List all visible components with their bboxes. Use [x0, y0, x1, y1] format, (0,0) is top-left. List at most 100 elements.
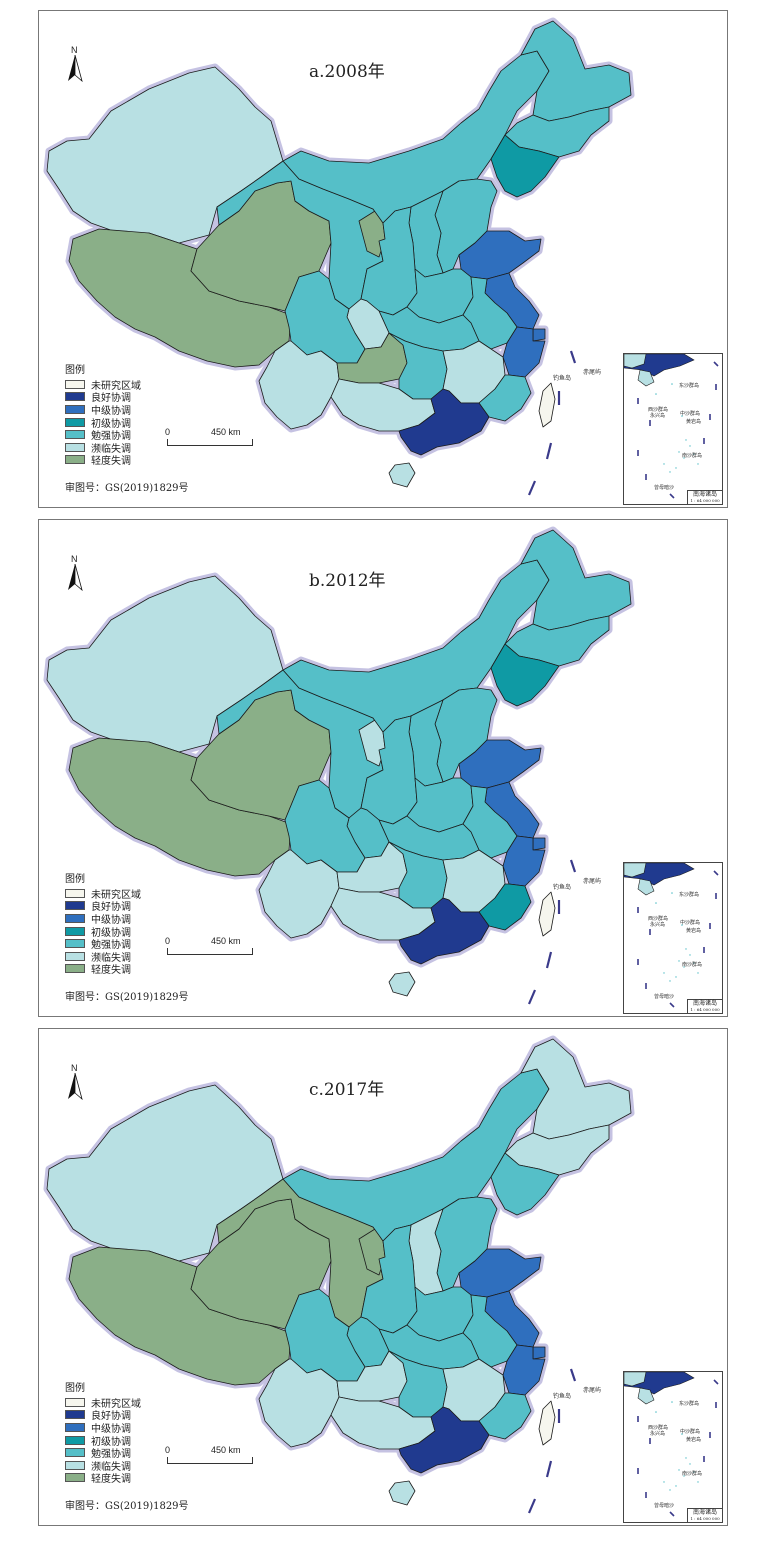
scale-length: 450 km [211, 936, 241, 946]
region-guangdong [398, 388, 490, 456]
legend-item-verge_imbalance: 濒临失调 [65, 1459, 141, 1473]
inset-nansha: 南沙群岛 [682, 962, 703, 968]
legend-label: 未研究区域 [91, 889, 141, 901]
legend-label: 初级协调 [91, 1436, 131, 1448]
legend-label: 轻度失调 [91, 965, 131, 977]
inset-dongsha: 东沙群岛 [679, 892, 700, 898]
approval-note: 审图号：GS(2019)1829号 [65, 992, 189, 1003]
legend-swatch [65, 1422, 85, 1432]
north-label: N [71, 554, 78, 564]
inset-title-box: 南海诸岛 1 : 64 000 000 [687, 999, 722, 1013]
region-taiwan [538, 382, 556, 428]
inset-title: 南海诸岛 [692, 1000, 717, 1007]
legend-item-barely: 勉强协调 [65, 1446, 141, 1460]
region-inner_mongolia [282, 50, 550, 224]
legend-label: 良好协调 [91, 393, 131, 405]
legend-swatch [65, 1397, 85, 1407]
inset-huangyan: 黄岩岛 [686, 928, 702, 934]
panel-title: a.2008年 [309, 62, 385, 82]
inset-xisha: 西沙群岛 [648, 916, 669, 922]
legend-label: 初级协调 [91, 418, 131, 430]
legend-item-good: 良好协调 [65, 1409, 141, 1422]
inset-huangyan: 黄岩岛 [686, 419, 702, 425]
legend-item-no_data: 未研究区域 [65, 378, 141, 392]
north-arrow: N [65, 554, 85, 594]
north-arrow: N [65, 45, 85, 85]
region-guangdong [398, 897, 490, 965]
region-hainan [388, 462, 416, 488]
inset-nansha: 南沙群岛 [682, 453, 703, 459]
inset-title-box: 南海诸岛 1 : 64 000 000 [687, 490, 722, 504]
north-label: N [71, 45, 78, 55]
inset-yongle: 永兴岛 [650, 1431, 666, 1437]
region-yunnan [258, 849, 340, 939]
chiwei-label: 赤尾屿 [583, 369, 602, 376]
inset-title-box: 南海诸岛 1 : 64 000 000 [687, 1508, 722, 1522]
region-yunnan [258, 1358, 340, 1448]
inset-zhongsha: 中沙群岛 [680, 411, 701, 417]
map-panel-1: a.2008年 N 图例 未研究区域 良好协调 中级协调 初级协调 勉强协调 濒临失调 轻度… [38, 10, 728, 508]
inset-title: 南海诸岛 [692, 1509, 717, 1516]
legend-label: 濒临失调 [91, 1461, 131, 1473]
inset-yongle: 永兴岛 [650, 922, 666, 928]
map-panel-2: b.2012年 N 图例 未研究区域 良好协调 中级协调 初级协调 勉强协调 濒临失调 轻度… [38, 519, 728, 1017]
region-yunnan [258, 340, 340, 430]
region-hainan [388, 971, 416, 997]
legend-item-primary: 初级协调 [65, 1434, 141, 1448]
north-arrow-icon [68, 55, 83, 83]
legend-item-good: 良好协调 [65, 900, 141, 913]
legend-swatch [65, 404, 85, 414]
legend: 图例 未研究区域 良好协调 中级协调 初级协调 勉强协调 濒临失调 轻度失调 [65, 361, 141, 467]
legend-label: 勉强协调 [91, 940, 131, 952]
north-arrow: N [65, 1063, 85, 1103]
region-inner_mongolia [282, 559, 550, 733]
legend: 图例 未研究区域 良好协调 中级协调 初级协调 勉强协调 濒临失调 轻度失调 [65, 1379, 141, 1485]
legend-swatch [65, 926, 85, 936]
legend-item-mild_imbalance: 轻度失调 [65, 963, 141, 976]
region-taiwan [538, 891, 556, 937]
legend-item-verge_imbalance: 濒临失调 [65, 950, 141, 964]
legend-item-barely: 勉强协调 [65, 937, 141, 952]
legend-item-primary: 初级协调 [65, 416, 141, 430]
legend-title: 图例 [65, 874, 85, 885]
inset-zengmu: 曾母暗沙 [654, 994, 675, 1000]
legend-item-primary: 初级协调 [65, 925, 141, 939]
inset-nansha: 南沙群岛 [682, 1471, 703, 1477]
inset-yongle: 永兴岛 [650, 413, 666, 419]
china-map [43, 17, 635, 496]
legend-item-mild_imbalance: 轻度失调 [65, 454, 141, 467]
legend-swatch [65, 1460, 85, 1470]
region-taiwan [538, 1400, 556, 1446]
south-china-sea-inset: 东沙群岛 西沙群岛 永兴岛 中沙群岛 黄岩岛 南沙群岛 曾母暗沙 南海诸岛 1 … [623, 862, 723, 1014]
south-china-sea-inset: 东沙群岛 西沙群岛 永兴岛 中沙群岛 黄岩岛 南沙群岛 曾母暗沙 南海诸岛 1 … [623, 1371, 723, 1523]
legend-swatch [65, 417, 85, 427]
scale-zero: 0 [165, 1445, 171, 1455]
diaoyu-label: 钓鱼岛 [553, 375, 572, 382]
legend-title: 图例 [65, 365, 85, 376]
inset-dongsha: 东沙群岛 [679, 1401, 700, 1407]
legend-swatch [65, 379, 85, 389]
region-zhejiang [502, 835, 546, 887]
legend-swatch [65, 951, 85, 961]
legend-label: 良好协调 [91, 1411, 131, 1423]
legend-swatch [65, 901, 85, 911]
map-panel-3: c.2017年 N 图例 未研究区域 良好协调 中级协调 初级协调 勉强协调 濒临失调 轻度… [38, 1028, 728, 1526]
legend-swatch [65, 913, 85, 923]
scale-zero: 0 [165, 427, 171, 437]
legend-item-intermediate: 中级协调 [65, 403, 141, 417]
china-map [43, 526, 635, 1005]
chiwei-label: 赤尾屿 [583, 878, 602, 885]
legend-swatch [65, 1473, 85, 1483]
legend-swatch [65, 442, 85, 452]
scale-length: 450 km [211, 1445, 241, 1455]
legend: 图例 未研究区域 良好协调 中级协调 初级协调 勉强协调 濒临失调 轻度失调 [65, 870, 141, 976]
region-shanghai [532, 328, 546, 342]
legend-swatch [65, 939, 85, 949]
diaoyu-label: 钓鱼岛 [553, 1393, 572, 1400]
legend-label: 中级协调 [91, 1423, 131, 1435]
sea-boundary-dashes [527, 859, 577, 1005]
legend-item-mild_imbalance: 轻度失调 [65, 1472, 141, 1485]
legend-title: 图例 [65, 1383, 85, 1394]
approval-note: 审图号：GS(2019)1829号 [65, 483, 189, 494]
legend-label: 初级协调 [91, 927, 131, 939]
